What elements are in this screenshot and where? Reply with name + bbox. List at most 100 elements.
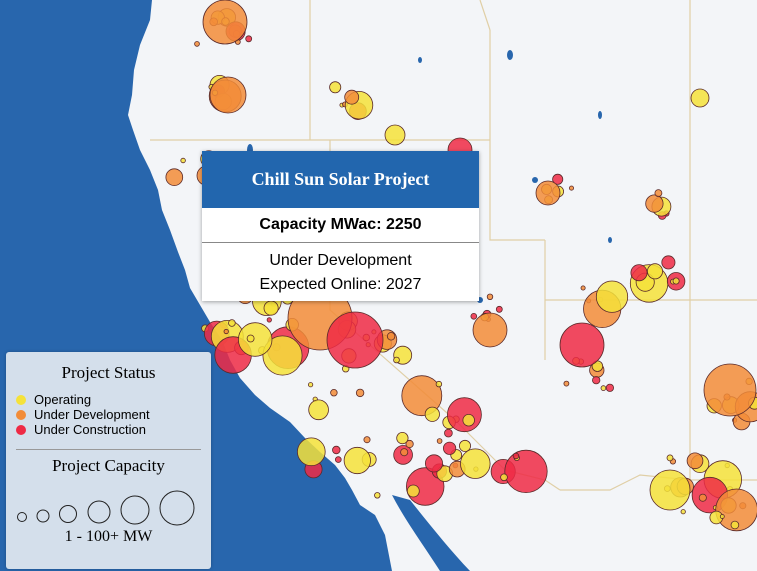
- project-bubble[interactable]: [435, 380, 443, 388]
- project-bubble[interactable]: [326, 311, 384, 369]
- project-bubble[interactable]: [690, 88, 710, 108]
- project-bubble[interactable]: [446, 397, 482, 433]
- project-bubble[interactable]: [569, 185, 575, 191]
- project-bubble[interactable]: [442, 441, 457, 455]
- project-bubble[interactable]: [400, 448, 409, 457]
- project-bubble[interactable]: [436, 438, 443, 444]
- project-bubble[interactable]: [245, 35, 253, 43]
- capacity-circle-icon: [17, 512, 27, 522]
- project-bubble[interactable]: [384, 124, 406, 146]
- project-bubble[interactable]: [223, 328, 229, 335]
- project-bubble[interactable]: [495, 305, 503, 313]
- project-bubble[interactable]: [165, 168, 184, 187]
- capacity-circle-icon: [36, 509, 50, 523]
- project-bubble[interactable]: [462, 414, 475, 427]
- project-bubble[interactable]: [661, 255, 676, 270]
- project-bubble[interactable]: [330, 389, 338, 397]
- project-bubble[interactable]: [424, 454, 443, 473]
- project-bubble[interactable]: [228, 319, 236, 327]
- project-bubble[interactable]: [266, 317, 272, 323]
- legend-status-title: Project Status: [61, 363, 156, 382]
- project-bubble[interactable]: [237, 322, 273, 357]
- project-bubble[interactable]: [209, 76, 247, 114]
- project-bubble[interactable]: [363, 436, 371, 444]
- project-bubble[interactable]: [715, 488, 757, 532]
- project-tooltip: Chill Sun Solar Project Capacity MWac: 2…: [202, 151, 479, 301]
- project-bubble[interactable]: [654, 189, 663, 198]
- project-bubble[interactable]: [559, 322, 605, 368]
- project-bubble[interactable]: [470, 312, 478, 320]
- project-bubble[interactable]: [666, 454, 674, 462]
- project-bubble[interactable]: [332, 445, 341, 455]
- project-bubble[interactable]: [686, 452, 704, 470]
- project-bubble[interactable]: [580, 285, 586, 291]
- capacity-circle-icon: [120, 495, 150, 525]
- project-bubble[interactable]: [535, 180, 561, 206]
- legend-item-under-development: Under Development: [14, 407, 211, 422]
- project-bubble[interactable]: [355, 388, 365, 398]
- project-bubble[interactable]: [647, 263, 664, 280]
- project-bubble[interactable]: [672, 277, 680, 285]
- project-bubble[interactable]: [374, 492, 381, 499]
- project-bubble[interactable]: [396, 431, 409, 445]
- project-bubble[interactable]: [500, 473, 508, 482]
- legend-divider: [16, 449, 201, 450]
- under-development-dot-icon: [16, 409, 26, 420]
- project-bubble[interactable]: [600, 385, 607, 391]
- project-bubble[interactable]: [698, 493, 707, 502]
- gulf-of-california: [392, 495, 470, 571]
- project-bubble[interactable]: [730, 520, 740, 530]
- tooltip-expected-online: Expected Online: 2027: [259, 276, 422, 293]
- legend-capacity-title: Project Capacity: [52, 456, 165, 475]
- project-bubble[interactable]: [296, 437, 326, 467]
- project-bubble[interactable]: [202, 0, 248, 45]
- operating-dot-icon: [16, 394, 26, 405]
- legend-label: Operating: [34, 392, 92, 407]
- project-bubble[interactable]: [344, 89, 360, 105]
- project-bubble[interactable]: [334, 456, 342, 463]
- legend-item-under-construction: Under Construction: [14, 422, 211, 437]
- project-bubble[interactable]: [405, 439, 414, 449]
- legend-capacity-scale: [6, 486, 211, 526]
- project-bubble[interactable]: [307, 382, 314, 388]
- tooltip-project-name: Chill Sun Solar Project: [202, 151, 479, 208]
- project-bubble[interactable]: [180, 157, 186, 164]
- project-bubble[interactable]: [343, 446, 371, 475]
- project-bubble[interactable]: [719, 514, 725, 519]
- project-bubble[interactable]: [680, 509, 686, 515]
- project-bubble[interactable]: [329, 81, 342, 94]
- project-bubble[interactable]: [401, 375, 443, 417]
- project-bubble[interactable]: [592, 376, 601, 385]
- capacity-circle-icon: [59, 505, 77, 523]
- project-bubble[interactable]: [263, 300, 279, 316]
- project-bubble[interactable]: [393, 356, 400, 364]
- project-bubble[interactable]: [458, 439, 471, 452]
- project-bubble[interactable]: [246, 334, 255, 343]
- project-bubble[interactable]: [504, 449, 548, 493]
- project-bubble[interactable]: [512, 452, 520, 460]
- project-bubble[interactable]: [472, 312, 508, 348]
- project-bubble[interactable]: [194, 41, 200, 47]
- project-bubble[interactable]: [563, 380, 570, 387]
- project-bubble[interactable]: [595, 280, 629, 313]
- project-bubble[interactable]: [605, 383, 615, 392]
- project-bubble[interactable]: [424, 406, 440, 422]
- project-bubble[interactable]: [460, 448, 491, 479]
- project-bubble[interactable]: [703, 363, 757, 417]
- tooltip-capacity: Capacity MWac: 2250: [202, 208, 479, 243]
- project-bubble[interactable]: [645, 194, 664, 213]
- project-bubble[interactable]: [444, 428, 453, 438]
- capacity-circle-icon: [159, 490, 195, 526]
- under-construction-dot-icon: [16, 424, 26, 435]
- project-bubble[interactable]: [406, 484, 420, 498]
- project-bubble[interactable]: [386, 332, 396, 341]
- legend-item-operating: Operating: [14, 392, 211, 407]
- legend-label: Under Development: [34, 407, 150, 422]
- project-bubble[interactable]: [630, 264, 648, 282]
- project-bubble[interactable]: [649, 469, 691, 511]
- project-bubble[interactable]: [552, 173, 564, 185]
- project-bubble[interactable]: [486, 293, 494, 300]
- project-bubble[interactable]: [262, 335, 303, 376]
- project-bubble[interactable]: [308, 399, 329, 421]
- legend-capacity-range: 1 - 100+ MW: [64, 528, 153, 545]
